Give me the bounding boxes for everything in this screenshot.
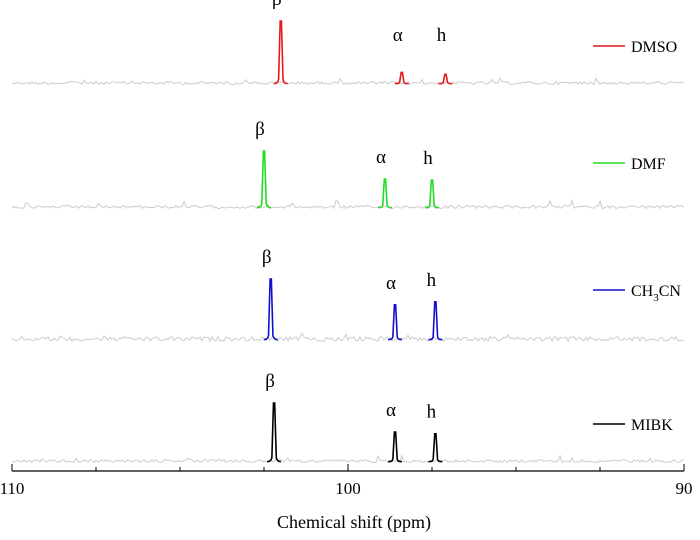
peak-label-dmso-1: α — [393, 25, 403, 46]
spectra-traces — [11, 20, 685, 464]
peak-label-dmf-0: β — [255, 119, 265, 140]
peak-dmso-1 — [394, 71, 409, 85]
peak-mibk-1 — [387, 431, 403, 463]
x-tick-label-100: 100 — [335, 479, 361, 498]
peak-labels: β α h β α h β α h β α h — [255, 0, 447, 423]
x-tick-label-110: 110 — [0, 479, 24, 498]
peak-label-dmf-1: α — [376, 147, 386, 168]
peak-mibk-0 — [266, 402, 282, 463]
baseline-dmso — [11, 76, 685, 86]
baseline-mibk — [11, 454, 685, 464]
legend: DMSO DMF CH3CN MIBK — [593, 39, 681, 434]
x-axis-ticks: 110 100 90 — [0, 464, 693, 498]
peak-dmso-2 — [438, 73, 453, 85]
peak-label-mibk-1: α — [386, 400, 396, 421]
peak-dmso-0 — [273, 20, 288, 85]
legend-label-dmf: DMF — [631, 156, 666, 173]
legend-label-dmso: DMSO — [631, 39, 677, 56]
peak-dmf-1 — [377, 178, 393, 209]
baseline-ch3cn — [11, 332, 685, 343]
legend-label-mibk: MIBK — [631, 417, 673, 434]
peak-label-ch3cn-0: β — [262, 247, 272, 268]
x-tick-label-90: 90 — [676, 479, 693, 498]
peak-label-mibk-0: β — [265, 371, 275, 392]
x-axis-title: Chemical shift (ppm) — [277, 512, 431, 533]
legend-label-ch3cn: CH3CN — [631, 283, 681, 304]
peak-label-ch3cn-1: α — [386, 273, 396, 294]
peak-mibk-2 — [428, 432, 443, 463]
peak-label-ch3cn-2: h — [427, 270, 437, 291]
baseline-dmf — [11, 198, 685, 210]
peak-label-dmso-0: β — [272, 0, 282, 10]
peak-label-dmso-2: h — [437, 25, 447, 46]
peak-label-mibk-2: h — [427, 402, 437, 423]
peak-ch3cn-1 — [387, 304, 403, 341]
peak-dmf-0 — [256, 150, 272, 209]
peak-dmf-2 — [424, 179, 440, 209]
peak-ch3cn-0 — [263, 278, 278, 341]
peak-label-dmf-2: h — [423, 148, 433, 169]
peak-ch3cn-2 — [428, 301, 443, 341]
